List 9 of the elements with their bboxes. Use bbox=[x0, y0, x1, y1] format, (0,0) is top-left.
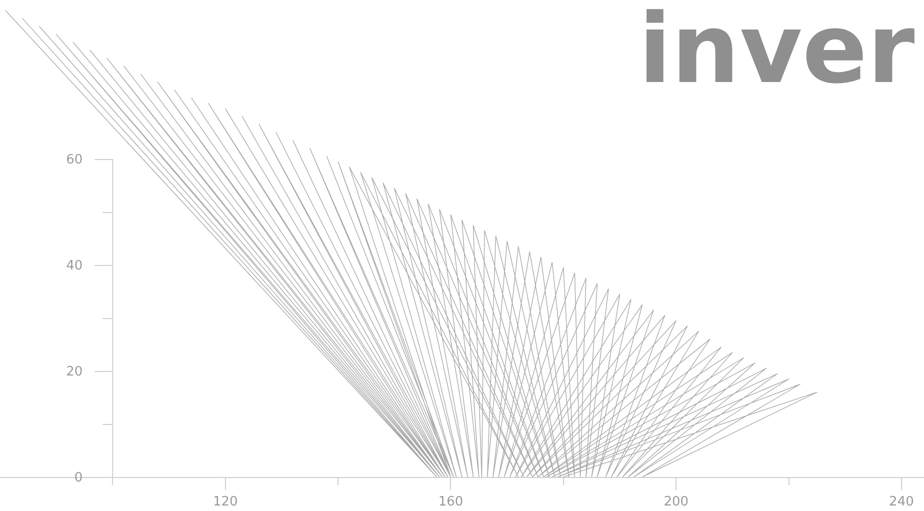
x-tick-label: 120 bbox=[212, 494, 238, 510]
y-tick-label: 0 bbox=[74, 470, 83, 486]
x-tick-label: 240 bbox=[889, 494, 914, 510]
y-tick-label: 40 bbox=[66, 258, 83, 274]
chart-title: inver bbox=[638, 0, 916, 106]
y-tick-label: 60 bbox=[66, 152, 83, 168]
y-tick-label: 20 bbox=[66, 364, 83, 380]
x-tick-label: 160 bbox=[438, 494, 464, 510]
x-tick-label: 200 bbox=[664, 494, 689, 510]
